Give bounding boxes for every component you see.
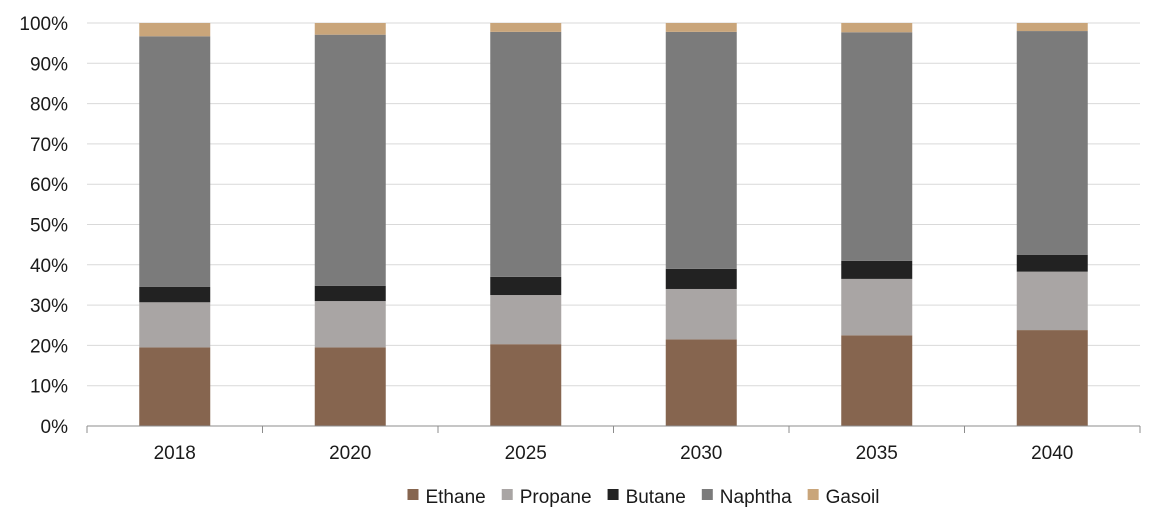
legend-label-butane: Butane — [626, 487, 686, 508]
bar-segment-ethane-2018 — [139, 347, 211, 426]
y-tick-label: 70% — [30, 135, 68, 156]
bar-segment-naphtha-2030 — [665, 31, 737, 269]
bar-segment-butane-2040 — [1016, 254, 1088, 272]
bar-segment-propane-2030 — [665, 288, 737, 340]
bar-segment-gasoil-2020 — [314, 23, 386, 35]
y-tick-label: 10% — [30, 377, 68, 398]
y-tick-label: 0% — [41, 417, 69, 438]
y-tick-label: 100% — [19, 14, 68, 35]
legend-swatch-ethane — [407, 489, 419, 500]
bar-segment-ethane-2030 — [665, 339, 737, 426]
bar-segment-ethane-2020 — [314, 347, 386, 426]
y-tick-label: 80% — [30, 95, 68, 116]
x-tick-label: 2025 — [505, 443, 547, 464]
y-tick-label: 60% — [30, 175, 68, 196]
x-tick-label: 2035 — [856, 443, 898, 464]
y-tick-label: 30% — [30, 296, 68, 317]
bar-segment-gasoil-2025 — [490, 23, 562, 32]
legend-swatch-propane — [501, 489, 513, 500]
bar-segment-naphtha-2040 — [1016, 31, 1088, 255]
x-axis: 2018 2020 2025 2030 2035 2040 — [86, 425, 1141, 464]
bar-segment-propane-2018 — [139, 302, 211, 348]
legend-label-propane: Propane — [520, 487, 592, 508]
bar-segment-ethane-2025 — [490, 344, 562, 426]
bar-segment-naphtha-2018 — [139, 36, 211, 287]
bar-segment-butane-2030 — [665, 268, 737, 289]
gridlines — [87, 22, 1140, 387]
bar-segment-gasoil-2035 — [841, 23, 913, 33]
bar-segment-butane-2018 — [139, 286, 211, 303]
y-tick-label: 50% — [30, 216, 68, 237]
bar-segment-propane-2020 — [314, 301, 386, 348]
legend-swatch-butane — [607, 489, 619, 500]
legend-swatch-naphtha — [701, 489, 713, 500]
y-axis-tick-labels: 0% 10% 20% 30% 40% 50% 60% 70% 80% 90% 100% — [19, 14, 68, 438]
legend-swatch-gasoil — [807, 489, 819, 500]
x-tick-label: 2030 — [680, 443, 722, 464]
bar-segment-gasoil-2018 — [139, 23, 211, 37]
legend-label-gasoil: Gasoil — [826, 487, 880, 508]
legend-label-ethane: Ethane — [425, 487, 485, 508]
bars — [139, 23, 1088, 426]
x-tick-label: 2020 — [329, 443, 371, 464]
bar-segment-ethane-2040 — [1016, 330, 1088, 426]
y-tick-label: 90% — [30, 54, 68, 75]
bar-segment-butane-2025 — [490, 276, 562, 296]
bar-segment-gasoil-2040 — [1016, 23, 1088, 32]
bar-segment-butane-2020 — [314, 285, 386, 302]
y-tick-label: 20% — [30, 336, 68, 357]
legend-label-naphtha: Naphtha — [720, 487, 792, 508]
bar-segment-naphtha-2025 — [490, 31, 562, 277]
bar-segment-naphtha-2020 — [314, 34, 386, 286]
bar-segment-naphtha-2035 — [841, 32, 913, 261]
bar-segment-propane-2040 — [1016, 271, 1088, 331]
bar-segment-ethane-2035 — [841, 335, 913, 426]
x-tick-label: 2040 — [1031, 443, 1073, 464]
bar-segment-gasoil-2030 — [665, 23, 737, 32]
x-tick-label: 2018 — [154, 443, 196, 464]
bar-segment-butane-2035 — [841, 260, 913, 279]
bar-segment-propane-2025 — [490, 295, 562, 345]
legend: Ethane Propane Butane Naphtha Gasoil — [407, 487, 880, 508]
y-tick-label: 40% — [30, 256, 68, 277]
bar-segment-propane-2035 — [841, 278, 913, 336]
